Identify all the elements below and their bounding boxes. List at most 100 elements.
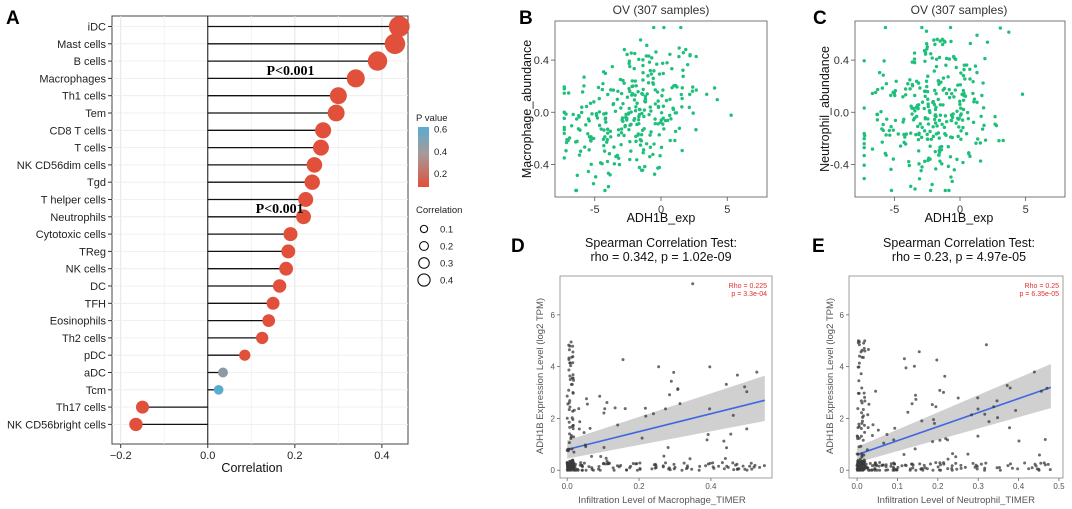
scatter-point [577, 427, 581, 431]
scatter-point [912, 51, 917, 55]
scatter-point [904, 93, 908, 97]
scatter-point [1039, 389, 1043, 393]
scatter-point [567, 368, 571, 372]
scatter-point [659, 145, 664, 150]
scatter-point [947, 87, 951, 92]
scatter-point [934, 105, 938, 110]
scatter-point [686, 62, 690, 67]
scatter-point [567, 136, 572, 140]
scatter-point [924, 79, 929, 83]
scatter-point [745, 390, 749, 394]
scatter-point [947, 57, 952, 61]
scatter-point [633, 51, 637, 56]
scatter-point [863, 349, 867, 353]
scatter-point [1046, 462, 1050, 466]
scatter-point [877, 464, 881, 468]
scatter-point [619, 91, 624, 96]
scatter-point [880, 86, 885, 90]
scatter-point [604, 120, 608, 124]
scatter-point [976, 137, 980, 141]
scatter-point [856, 458, 860, 462]
scatter-point [649, 130, 653, 134]
y-tick-label: TReg [79, 246, 106, 258]
scatter-point [875, 118, 880, 122]
scatter-point [919, 467, 923, 471]
scatter-point [602, 411, 606, 415]
scatter-point [932, 418, 936, 422]
x-axis-title-d: Infiltration Level of Macrophage_TIMER [578, 495, 746, 506]
scatter-point [591, 468, 595, 472]
scatter-point [862, 346, 866, 350]
scatter-point [690, 467, 694, 471]
scatter-point [725, 446, 729, 450]
scatter-point [611, 466, 615, 470]
scatter-point [908, 467, 912, 471]
scatter-point [935, 37, 939, 41]
scatter-point [865, 448, 869, 452]
scatter-point [622, 133, 626, 138]
y-tick-label: 6 [551, 311, 556, 320]
y-tick-label: DC [90, 281, 106, 293]
scatter-point [580, 463, 584, 467]
lollipop-dot [281, 244, 296, 259]
x-tick-label: 0.4 [1013, 482, 1025, 491]
scatter-point [860, 455, 864, 459]
scatter-point [997, 466, 1001, 470]
lollipop-dot [388, 16, 410, 37]
scatter-point [862, 153, 866, 158]
scatter-point [625, 116, 629, 121]
scatter-point [950, 464, 954, 468]
y-tick-label: Eosinophils [50, 316, 107, 328]
scatter-point [949, 118, 954, 123]
scatter-point [691, 111, 695, 115]
scatter-point [934, 64, 939, 69]
scatter-point [932, 38, 936, 42]
x-axis-title-c: ADH1B_exp [925, 211, 994, 225]
scatter-point [571, 409, 575, 413]
scatter-point [603, 188, 607, 193]
scatter-point [678, 402, 682, 406]
scatter-point [944, 56, 949, 61]
scatter-point [862, 137, 866, 141]
scatter-point [889, 462, 893, 466]
scatter-point [917, 131, 921, 135]
scatter-point [961, 73, 966, 78]
scatter-point [956, 134, 960, 139]
scatter-point [943, 132, 947, 136]
scatter-point [910, 402, 914, 406]
scatter-point [651, 82, 656, 86]
scatter-point [855, 452, 859, 456]
y-tick-label: 6 [840, 311, 845, 320]
scatter-point [587, 148, 591, 152]
scatter-point [870, 464, 874, 468]
scatter-point [981, 106, 986, 110]
scatter-point [910, 106, 914, 110]
scatter-point [973, 64, 978, 68]
scatter-point [971, 79, 975, 84]
scatter-point [880, 127, 884, 131]
scatter-point [857, 361, 861, 365]
scatter-point [612, 145, 616, 149]
scatter-point [668, 138, 672, 143]
scatter-point [862, 423, 866, 427]
scatter-point [644, 414, 648, 418]
scatter-point [579, 461, 583, 465]
x-tick-label: 0.1 [892, 482, 904, 491]
scatter-point [588, 426, 592, 430]
scatter-point [937, 136, 941, 140]
scatter-point [571, 427, 575, 431]
scatter-point [894, 79, 898, 84]
scatter-point [624, 468, 628, 472]
scatter-point [954, 121, 958, 125]
scatter-point [659, 111, 664, 115]
scatter-point [861, 415, 865, 419]
scatter-point [616, 423, 620, 427]
scatter-point [940, 162, 944, 166]
scatter-point [928, 110, 932, 115]
lollipop-dot [239, 349, 251, 361]
scatter-point [593, 175, 598, 179]
scatter-point [577, 407, 581, 411]
x-tick-label: 0.4 [705, 482, 717, 491]
scatter-point [628, 123, 632, 127]
